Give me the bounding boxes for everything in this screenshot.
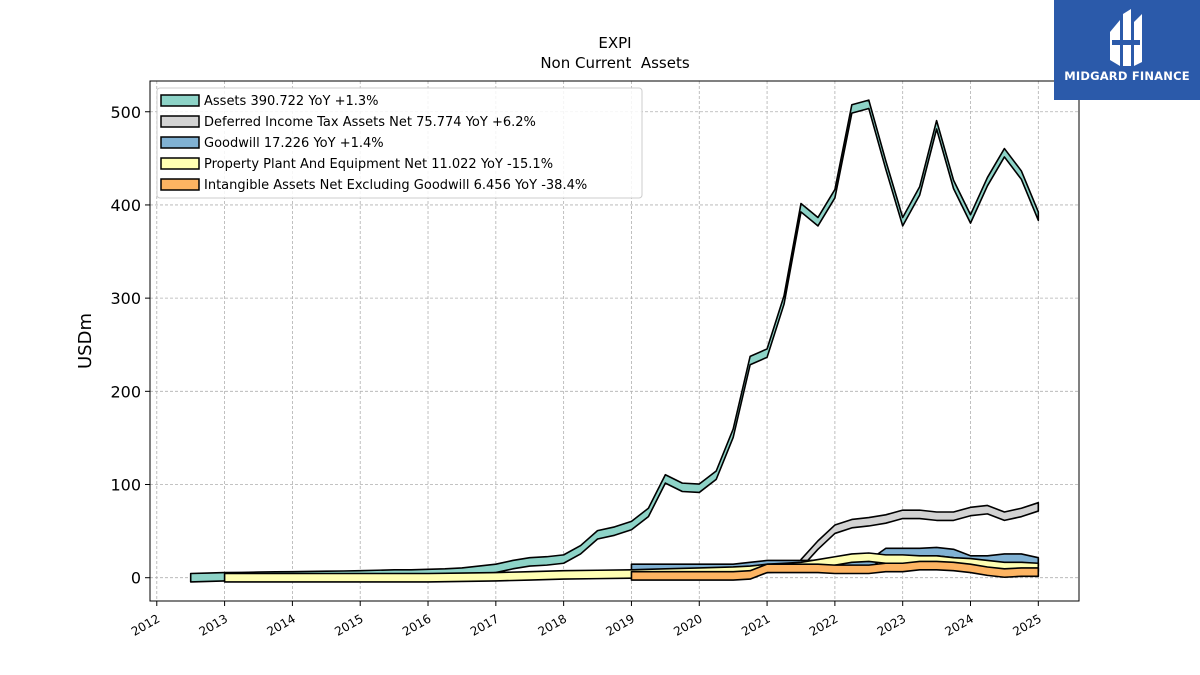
- x-tick-label: 2023: [875, 611, 908, 638]
- x-tick-label: 2020: [671, 611, 704, 638]
- legend-label: Goodwill 17.226 YoY +1.4%: [204, 136, 384, 151]
- x-tick-label: 2019: [603, 611, 636, 638]
- series-band-1: [800, 501, 1040, 569]
- x-tick-label: 2015: [332, 611, 365, 638]
- legend-swatch: [160, 178, 200, 191]
- legend-label: Property Plant And Equipment Net 11.022 …: [204, 157, 553, 172]
- x-tick-label: 2025: [1010, 611, 1043, 638]
- brand-mark-icon: [1110, 9, 1142, 66]
- x-tick-label: 2017: [468, 611, 501, 638]
- chart-subtitle: Non Current Assets: [540, 54, 690, 72]
- x-tick-label: 2024: [943, 611, 976, 638]
- x-tick-label: 2013: [197, 611, 230, 638]
- y-tick-label: 0: [131, 569, 141, 588]
- y-tick-label: 300: [110, 289, 141, 308]
- plot-frame: [149, 80, 1080, 602]
- y-axis-label: USDm: [75, 313, 96, 369]
- x-tick-label: 2021: [739, 611, 772, 638]
- y-tick-label: 200: [110, 382, 141, 401]
- legend-box: [156, 87, 643, 199]
- series-band-4: [630, 560, 1040, 581]
- x-tick-label: 2022: [807, 611, 840, 638]
- legend-label: Deferred Income Tax Assets Net 75.774 Yo…: [204, 115, 536, 130]
- legend-swatch: [160, 94, 200, 107]
- chart-title: EXPI: [598, 34, 631, 52]
- legend-swatch: [160, 157, 200, 170]
- legend-swatch: [160, 115, 200, 128]
- brand-logo: MIDGARD FINANCE: [1054, 0, 1200, 100]
- y-tick-label: 400: [110, 196, 141, 215]
- legend-swatch: [160, 136, 200, 149]
- x-tick-label: 2016: [400, 611, 433, 638]
- series-layer: [189, 99, 1040, 583]
- y-tick-label: 500: [110, 103, 141, 122]
- legend-label: Assets 390.722 YoY +1.3%: [204, 94, 379, 109]
- legend: Assets 390.722 YoY +1.3% Deferred Income …: [156, 87, 643, 199]
- x-tick-label: 2012: [129, 611, 162, 638]
- legend-label: Intangible Assets Net Excluding Goodwill…: [204, 178, 587, 193]
- x-tick-label: 2018: [536, 611, 569, 638]
- brand-name: MIDGARD FINANCE: [1064, 69, 1190, 83]
- y-tick-label: 100: [110, 476, 141, 495]
- x-tick-label: 2014: [264, 611, 297, 638]
